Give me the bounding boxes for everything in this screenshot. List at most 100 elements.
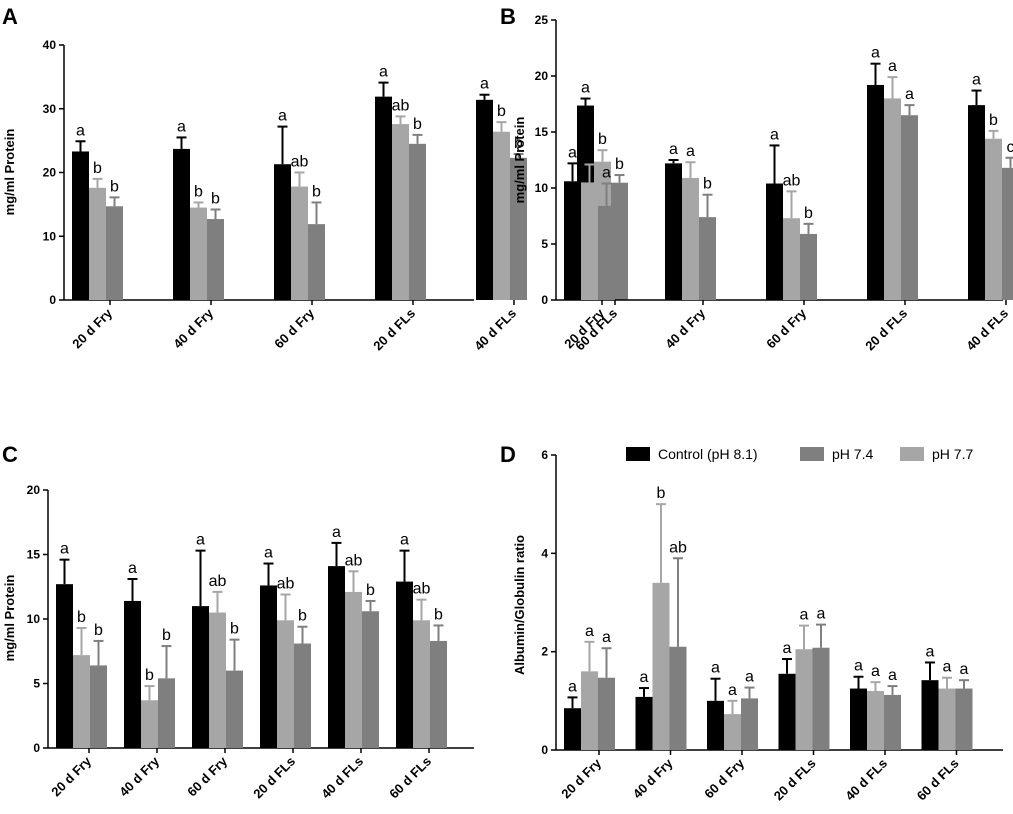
panel-c-bar: [209, 612, 226, 748]
panel-b-significance-label: a: [568, 144, 577, 161]
panel-c-category-label: 60 d Fry: [184, 753, 230, 799]
panel-b-category-label: 40 d FLs: [963, 306, 1011, 354]
panel-d-bar: [884, 694, 901, 750]
panel-a-y-axis-label: mg/ml Protein: [2, 129, 17, 216]
panel-b-bar: [800, 233, 817, 300]
panel-a-bar: [476, 99, 493, 300]
panel-a-significance-label: b: [110, 178, 119, 195]
panel-d-significance-label: a: [585, 623, 594, 640]
panel-d-category-label: 60 d Fry: [701, 755, 747, 801]
panel-c-bar: [158, 678, 175, 748]
panel-b-y-tick-label: 10: [535, 181, 549, 195]
panel-a-significance-label: b: [514, 135, 523, 152]
panel-a-bar: [106, 206, 123, 300]
panel-c-bar: [260, 585, 277, 748]
panel-a-bar: [274, 164, 291, 300]
panel-a-category-label: 20 d FLs: [370, 306, 418, 354]
panel-c-significance-label: a: [128, 560, 137, 577]
panel-d-y-tick-label: 4: [541, 546, 548, 560]
panel-a-category-label: 40 d FLs: [471, 306, 519, 354]
panel-d-category-label: 60 d FLs: [914, 756, 962, 804]
panel-a-significance-label: b: [615, 156, 624, 173]
panel-b-y-axis-label: mg/ml Protein: [512, 117, 527, 204]
panel-b-category-label: 40 d Fry: [662, 305, 708, 351]
panel-c-significance-label: b: [298, 608, 307, 625]
panel-d-bar: [741, 698, 758, 750]
panel-d-bar: [564, 708, 581, 750]
panel-d-category-label: 20 d Fry: [558, 755, 604, 801]
panel-b-bar: [581, 182, 598, 300]
panel-b-bar: [682, 177, 699, 300]
panel-a-significance-label: b: [312, 183, 321, 200]
panel-c-bar: [396, 581, 413, 748]
panel-a-category-label: 40 d Fry: [170, 305, 216, 351]
panel-d-bar: [669, 646, 687, 750]
panel-c-category-label: 40 d Fry: [116, 753, 162, 799]
panel-d-bar: [724, 714, 741, 750]
panel-a-significance-label: a: [480, 76, 489, 93]
panel-b-bar: [564, 181, 581, 300]
panel-b-bar: [598, 205, 615, 300]
panel-c-y-tick-label: 20: [27, 483, 41, 497]
panel-c-category-label: 60 d FLs: [386, 754, 434, 802]
panel-a-letter: A: [2, 4, 18, 29]
panel-b-y-tick-label: 20: [535, 69, 549, 83]
panel-c-bar: [328, 566, 345, 748]
panel-a-significance-label: ab: [392, 97, 410, 114]
legend-label-ph74: pH 7.4: [832, 446, 873, 462]
panel-a-y-tick-label: 20: [43, 166, 57, 180]
panel-d-y-axis-label: Albumin/Globulin ratio: [512, 535, 527, 675]
panel-b-significance-label: a: [602, 165, 611, 182]
panel-a-category-label: 20 d Fry: [69, 305, 115, 351]
panel-b-significance-label: a: [669, 141, 678, 158]
panel-c-significance-label: a: [400, 532, 409, 549]
panel-a-significance-label: b: [194, 183, 203, 200]
panel-b-significance-label: a: [686, 143, 695, 160]
panel-d-category-label: 40 d FLs: [842, 756, 890, 804]
panel-b-significance-label: a: [770, 126, 779, 143]
panel-c-significance-label: a: [196, 532, 205, 549]
panel-c-bar: [226, 670, 243, 748]
panel-d-significance-label: a: [960, 661, 969, 678]
panel-d-bar: [795, 649, 813, 750]
panel-c-y-axis-label: mg/ml Protein: [2, 575, 17, 662]
panel-b-bar: [884, 98, 901, 301]
panel-d-y-tick-label: 2: [541, 645, 548, 659]
panel-c-bar: [413, 620, 430, 748]
panel-d-category-label: 20 d FLs: [771, 756, 819, 804]
panel-b-bar: [968, 105, 985, 301]
panel-a-y-tick-label: 10: [43, 229, 57, 243]
panel-b-letter: B: [500, 4, 516, 29]
panel-b-category-label: 60 d Fry: [763, 305, 809, 351]
panel-b-significance-label: a: [871, 45, 880, 62]
panel-d-significance-label: a: [943, 659, 952, 676]
panel-b-bar: [985, 138, 1002, 300]
panel-c-bar: [124, 600, 141, 748]
panel-c-significance-label: ab: [209, 573, 227, 590]
panel-c-bar: [294, 643, 311, 748]
panel-d-significance-label: a: [568, 678, 577, 695]
panel-d-bar: [635, 696, 653, 750]
panel-d-significance-label: ab: [669, 539, 687, 556]
panel-a-bar: [611, 182, 628, 300]
panel-a-bar: [392, 124, 409, 300]
panel-c-significance-label: b: [230, 621, 239, 638]
panel-a-significance-label: b: [598, 131, 607, 148]
panel-d-category-label: 40 d Fry: [630, 755, 676, 801]
panel-c-bar: [345, 591, 362, 748]
panel-a-bar: [207, 219, 224, 300]
panel-d-bar: [581, 671, 598, 750]
panel-b-bar: [699, 217, 716, 300]
panel-c-significance-label: b: [162, 627, 171, 644]
panel-d-significance-label: a: [783, 640, 792, 657]
panel-a-significance-label: a: [379, 64, 388, 81]
panel-d-bar: [707, 700, 724, 750]
panel-c-bar: [277, 620, 294, 748]
panel-a-significance-label: a: [581, 80, 590, 97]
panel-c-letter: C: [2, 442, 18, 467]
